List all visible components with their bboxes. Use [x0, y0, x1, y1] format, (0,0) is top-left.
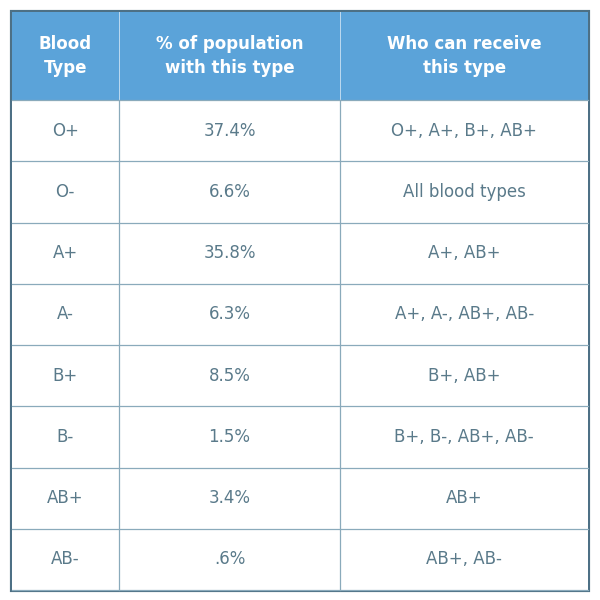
- Text: 1.5%: 1.5%: [208, 428, 250, 446]
- Text: 8.5%: 8.5%: [209, 367, 250, 385]
- Bar: [12, 345, 588, 406]
- Text: 3.4%: 3.4%: [208, 489, 250, 507]
- Text: B+, AB+: B+, AB+: [428, 367, 500, 385]
- Text: 6.3%: 6.3%: [208, 305, 250, 323]
- Bar: [12, 100, 588, 161]
- Text: B+, B-, AB+, AB-: B+, B-, AB+, AB-: [394, 428, 534, 446]
- Text: AB+: AB+: [47, 489, 83, 507]
- Text: A+: A+: [53, 244, 78, 262]
- Text: A+, AB+: A+, AB+: [428, 244, 500, 262]
- Bar: [12, 12, 588, 100]
- Text: A+, A-, AB+, AB-: A+, A-, AB+, AB-: [395, 305, 534, 323]
- Text: AB+, AB-: AB+, AB-: [426, 550, 502, 568]
- Bar: [12, 284, 588, 345]
- Text: Blood
Type: Blood Type: [39, 35, 92, 77]
- Bar: [12, 406, 588, 467]
- Bar: [12, 467, 588, 529]
- Text: A-: A-: [57, 305, 74, 323]
- Text: % of population
with this type: % of population with this type: [155, 35, 303, 77]
- Text: AB-: AB-: [51, 550, 80, 568]
- Text: Who can receive
this type: Who can receive this type: [387, 35, 541, 77]
- Text: O-: O-: [56, 183, 75, 201]
- Text: 37.4%: 37.4%: [203, 122, 256, 140]
- Text: 35.8%: 35.8%: [203, 244, 256, 262]
- Bar: [12, 161, 588, 223]
- Bar: [12, 223, 588, 284]
- Text: AB+: AB+: [446, 489, 482, 507]
- Text: O+: O+: [52, 122, 79, 140]
- Text: All blood types: All blood types: [403, 183, 526, 201]
- Text: .6%: .6%: [214, 550, 245, 568]
- Text: B+: B+: [53, 367, 78, 385]
- Text: 6.6%: 6.6%: [209, 183, 250, 201]
- Bar: [12, 529, 588, 590]
- Text: O+, A+, B+, AB+: O+, A+, B+, AB+: [391, 122, 537, 140]
- Text: B-: B-: [56, 428, 74, 446]
